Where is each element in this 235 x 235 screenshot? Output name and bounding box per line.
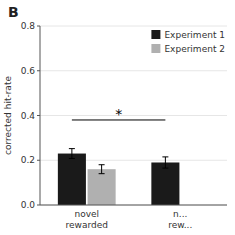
y-tick-label: 0.2 <box>21 155 35 165</box>
x-tick-label: novelrewarded <box>66 209 108 230</box>
error-bar <box>69 149 75 159</box>
bar <box>88 169 116 205</box>
y-tick-label: 0.0 <box>21 200 36 210</box>
x-tick-label-line: rewarded <box>66 220 108 230</box>
y-axis-line <box>40 26 41 205</box>
grid-line <box>40 26 227 27</box>
error-stem <box>101 165 102 174</box>
x-axis-line <box>40 205 227 206</box>
chart-svg: Bcorrected hit-rate0.00.20.40.60.8novelr… <box>0 0 235 235</box>
legend-label: Experiment 2 <box>164 44 225 54</box>
y-tick-label: 0.8 <box>21 21 36 31</box>
legend-swatch <box>151 44 160 53</box>
bar <box>151 162 179 205</box>
x-tick-label-line: novel <box>74 209 99 219</box>
error-bar <box>162 157 168 168</box>
legend: Experiment 1 Experiment 2 <box>151 30 225 54</box>
error-cap <box>99 164 105 165</box>
grid-line <box>40 205 227 206</box>
y-tick-label: 0.6 <box>21 66 36 76</box>
error-cap <box>69 158 75 159</box>
error-stem <box>71 149 72 159</box>
y-tick-label: 0.4 <box>21 111 36 121</box>
legend-label: Experiment 1 <box>164 30 225 40</box>
error-cap <box>162 156 168 157</box>
x-tick-label-line: rew... <box>168 220 192 230</box>
error-cap <box>162 168 168 169</box>
x-tick-label-line: n... <box>173 209 187 219</box>
bars <box>58 120 180 205</box>
error-bar <box>99 165 105 174</box>
error-cap <box>99 173 105 174</box>
x-tick-label: n...rew... <box>168 209 192 230</box>
grid-line <box>40 115 227 116</box>
chart-container: Bcorrected hit-rate0.00.20.40.60.8novelr… <box>0 0 235 235</box>
error-stem <box>165 157 166 168</box>
annotation: * <box>115 106 122 122</box>
error-cap <box>69 148 75 149</box>
legend-swatch <box>151 30 160 39</box>
bar <box>58 154 86 205</box>
y-axis-label: corrected hit-rate <box>3 76 13 155</box>
title: B <box>8 4 19 20</box>
grid-line <box>40 70 227 71</box>
